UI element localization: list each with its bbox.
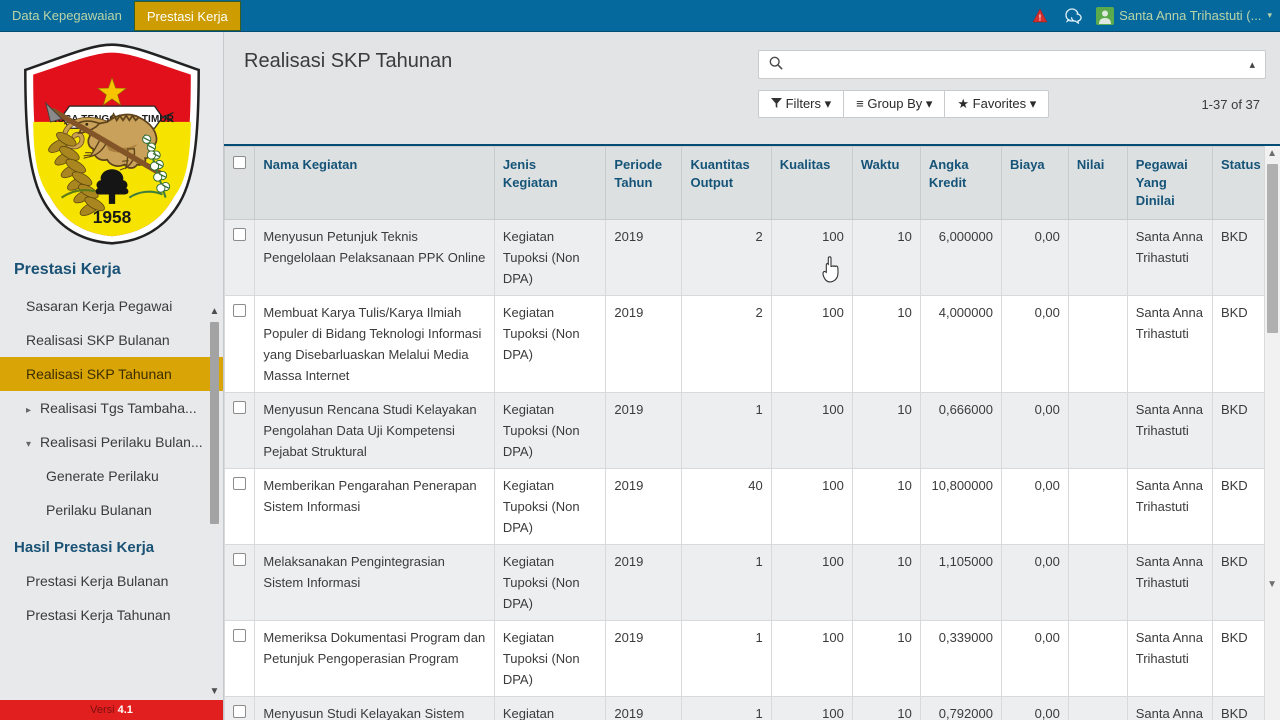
svg-text:!: ! bbox=[1039, 13, 1042, 22]
svg-text:1958: 1958 bbox=[92, 206, 131, 226]
